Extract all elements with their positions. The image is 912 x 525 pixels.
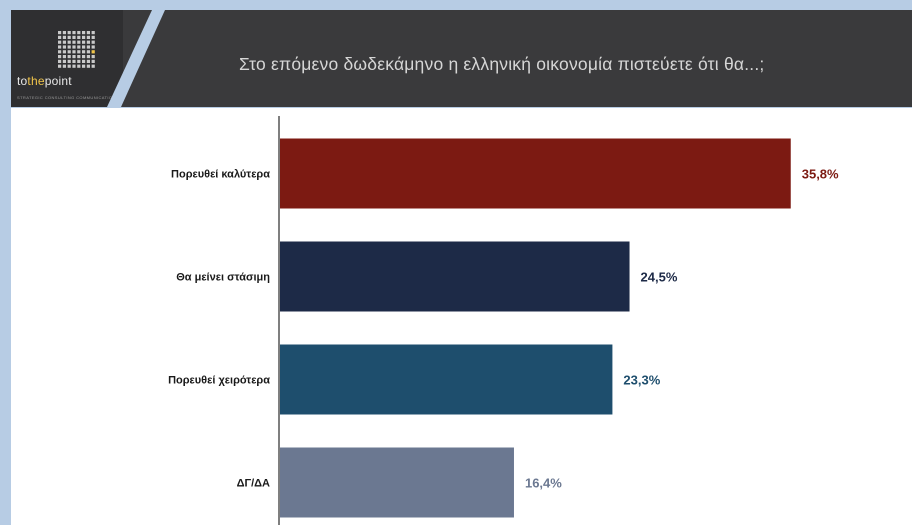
logo-grid-dot: [58, 64, 62, 68]
bar-chart: Πορευθεί καλύτερα 35,8% Θα μείνει στάσιμη 2…: [168, 116, 839, 525]
logo-grid-dot: [82, 45, 86, 49]
logo-grid-dot: [86, 40, 90, 44]
logo-grid-dot: [86, 31, 90, 35]
logo-grid-dot: [72, 45, 76, 49]
logo-grid-dot: [77, 59, 81, 63]
value-label: 24,5%: [641, 270, 678, 285]
bar: [280, 138, 791, 209]
logo-grid-dot: [82, 35, 86, 39]
logo-grid-dot: [58, 59, 62, 63]
logo-grid-dot: [77, 35, 81, 39]
logo-grid-dot: [82, 50, 86, 54]
bar: [280, 241, 630, 312]
logo-tagline: STRATEGIC CONSULTING COMMUNICATION: [17, 95, 116, 100]
logo-grid-dot: [86, 35, 90, 39]
logo-grid-dot: [67, 40, 71, 44]
logo-grid-dot: [91, 64, 95, 68]
chart-panel: Πορευθεί καλύτερα 35,8% Θα μείνει στάσιμη 2…: [11, 108, 912, 525]
logo-grid-dot: [72, 55, 76, 59]
value-label: 23,3%: [623, 373, 660, 388]
logo-grid-dot: [67, 50, 71, 54]
bar: [280, 447, 514, 518]
logo-grid-dot: [86, 55, 90, 59]
logo-grid-dot: [58, 45, 62, 49]
logo-grid-dot: [82, 40, 86, 44]
logo-grid-dot: [91, 35, 95, 39]
logo-grid-dot: [62, 31, 66, 35]
category-label: Θα μείνει στάσιμη: [176, 272, 270, 284]
logo-grid-dot: [67, 55, 71, 59]
logo-grid-dot: [86, 50, 90, 54]
header-bar: tothepoint STRATEGIC CONSULTING COMMUNIC…: [11, 10, 912, 107]
chart-title: Στο επόμενο δωδεκάμηνο η ελληνική οικονο…: [239, 54, 765, 74]
logo-grid-dot: [62, 40, 66, 44]
logo-grid-dot: [72, 35, 76, 39]
logo-grid-dot: [67, 31, 71, 35]
logo-grid-dot: [91, 31, 95, 35]
logo-grid-dot: [77, 64, 81, 68]
logo-grid-dot: [58, 50, 62, 54]
category-label: Πορευθεί χειρότερα: [168, 375, 270, 387]
logo-grid-dot: [62, 64, 66, 68]
logo-grid-dot: [58, 55, 62, 59]
logo-grid-dot: [72, 59, 76, 63]
logo-grid-dot: [67, 64, 71, 68]
logo-grid-dot: [82, 55, 86, 59]
logo-grid-dot: [72, 64, 76, 68]
logo-grid-dot: [67, 45, 71, 49]
logo-grid-dot: [62, 50, 66, 54]
logo-accent-dot: [91, 50, 95, 54]
logo-grid-dot: [72, 50, 76, 54]
dot-grid-icon: [58, 31, 95, 68]
category-label: Πορευθεί καλύτερα: [171, 169, 270, 181]
value-label: 35,8%: [802, 167, 839, 182]
logo-grid-dot: [77, 40, 81, 44]
logo-grid-dot: [91, 40, 95, 44]
logo-wordmark: tothepoint: [17, 74, 72, 88]
logo-grid-dot: [62, 45, 66, 49]
company-logo: tothepoint STRATEGIC CONSULTING COMMUNIC…: [11, 10, 123, 107]
category-label: ΔΓ/ΔΑ: [237, 478, 270, 490]
logo-grid-dot: [77, 50, 81, 54]
logo-grid-dot: [82, 59, 86, 63]
logo-grid-dot: [86, 45, 90, 49]
logo-grid-dot: [77, 45, 81, 49]
bar: [280, 344, 613, 415]
logo-grid-dot: [67, 35, 71, 39]
logo-grid-dot: [72, 31, 76, 35]
logo-grid-dot: [82, 31, 86, 35]
logo-grid-dot: [77, 31, 81, 35]
logo-grid-dot: [77, 55, 81, 59]
logo-grid-dot: [91, 45, 95, 49]
logo-grid-dot: [86, 59, 90, 63]
logo-grid-dot: [82, 64, 86, 68]
logo-grid-dot: [72, 40, 76, 44]
logo-grid-dot: [62, 55, 66, 59]
logo-grid-dot: [58, 40, 62, 44]
value-label: 16,4%: [525, 476, 562, 491]
logo-grid-dot: [58, 35, 62, 39]
logo-grid-dot: [62, 35, 66, 39]
logo-grid-dot: [62, 59, 66, 63]
logo-grid-dot: [91, 55, 95, 59]
logo-grid-dot: [91, 59, 95, 63]
logo-grid-dot: [86, 64, 90, 68]
logo-grid-dot: [58, 31, 62, 35]
logo-grid-dot: [67, 59, 71, 63]
